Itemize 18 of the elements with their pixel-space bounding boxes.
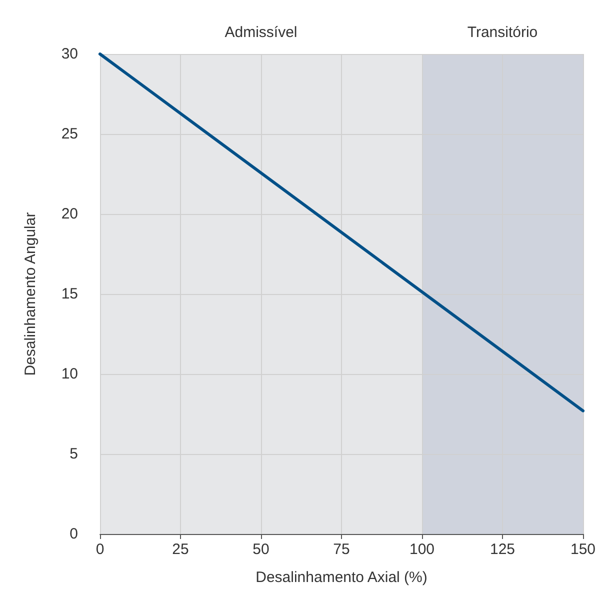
y-tick-label: 10 [61, 366, 78, 382]
x-tick-label: 0 [96, 541, 104, 558]
band-label: Transitório [467, 24, 538, 41]
x-tick-label: 25 [172, 541, 189, 558]
x-tick-label: 50 [252, 541, 270, 558]
y-axis-title: Desalinhamento Angular [22, 212, 39, 376]
y-tick-label: 5 [70, 446, 78, 462]
x-tick-label: 150 [570, 541, 596, 558]
x-tick-label: 100 [409, 541, 435, 558]
y-tick-label: 30 [61, 46, 78, 62]
x-tick-label: 75 [333, 541, 350, 558]
y-tick-label: 0 [70, 526, 78, 542]
y-tick-label: 15 [61, 286, 78, 302]
x-axis-title: Desalinhamento Axial (%) [256, 569, 428, 586]
band-label: Admissível [224, 24, 298, 41]
x-tick-label: 125 [490, 541, 516, 558]
y-tick-label: 20 [61, 206, 78, 222]
y-tick-label: 25 [61, 126, 78, 142]
